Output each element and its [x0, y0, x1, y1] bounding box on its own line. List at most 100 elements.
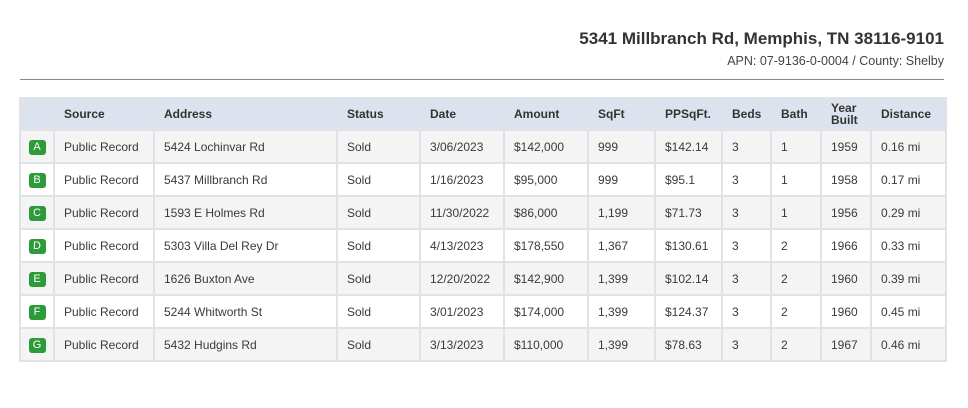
column-header-ppsqft[interactable]: PPSqFt.: [654, 97, 723, 131]
ppsqft-cell: $78.63: [654, 327, 723, 362]
marker-badge: C: [28, 205, 46, 221]
apn-county-line: APN: 07-9136-0-0004 / County: Shelby: [727, 54, 944, 68]
amount-cell: $142,000: [503, 129, 589, 164]
ppsqft-cell: $124.37: [654, 294, 723, 329]
table-row[interactable]: F Public Record 5244 Whitworth St Sold 3…: [19, 294, 947, 329]
column-header-marker: [19, 97, 55, 131]
source-cell: Public Record: [53, 261, 155, 296]
table-row[interactable]: E Public Record 1626 Buxton Ave Sold 12/…: [19, 261, 947, 296]
table-header-row: Source Address Status Date Amount SqFt P…: [19, 97, 947, 131]
date-cell: 4/13/2023: [419, 228, 505, 263]
status-cell: Sold: [336, 294, 421, 329]
distance-cell: 0.33 mi: [870, 228, 947, 263]
status-cell: Sold: [336, 228, 421, 263]
address-cell: 5424 Lochinvar Rd: [153, 129, 338, 164]
bath-cell: 2: [770, 228, 822, 263]
address-cell: 5303 Villa Del Rey Dr: [153, 228, 338, 263]
sqft-cell: 999: [587, 129, 656, 164]
distance-cell: 0.39 mi: [870, 261, 947, 296]
year-built-cell: 1959: [820, 129, 872, 164]
bath-cell: 2: [770, 294, 822, 329]
source-cell: Public Record: [53, 228, 155, 263]
sqft-cell: 1,399: [587, 327, 656, 362]
bath-cell: 2: [770, 327, 822, 362]
year-built-cell: 1956: [820, 195, 872, 230]
column-header-status[interactable]: Status: [336, 97, 421, 131]
property-header: 5341 Millbranch Rd, Memphis, TN 38116-91…: [20, 28, 944, 69]
column-header-address[interactable]: Address: [153, 97, 338, 131]
column-header-bath[interactable]: Bath: [770, 97, 822, 131]
date-cell: 3/06/2023: [419, 129, 505, 164]
address-cell: 5244 Whitworth St: [153, 294, 338, 329]
sqft-cell: 1,367: [587, 228, 656, 263]
marker-badge: G: [28, 337, 46, 353]
date-cell: 12/20/2022: [419, 261, 505, 296]
date-cell: 3/01/2023: [419, 294, 505, 329]
year-built-cell: 1966: [820, 228, 872, 263]
column-header-source[interactable]: Source: [53, 97, 155, 131]
marker-badge: B: [28, 172, 46, 188]
bath-cell: 2: [770, 261, 822, 296]
source-cell: Public Record: [53, 195, 155, 230]
subject-address: 5341 Millbranch Rd, Memphis, TN 38116-91…: [579, 29, 944, 48]
date-cell: 3/13/2023: [419, 327, 505, 362]
address-cell: 5432 Hudgins Rd: [153, 327, 338, 362]
beds-cell: 3: [721, 162, 772, 197]
address-cell: 1593 E Holmes Rd: [153, 195, 338, 230]
amount-cell: $86,000: [503, 195, 589, 230]
distance-cell: 0.46 mi: [870, 327, 947, 362]
beds-cell: 3: [721, 129, 772, 164]
table-row[interactable]: D Public Record 5303 Villa Del Rey Dr So…: [19, 228, 947, 263]
beds-cell: 3: [721, 228, 772, 263]
column-header-amount[interactable]: Amount: [503, 97, 589, 131]
ppsqft-cell: $130.61: [654, 228, 723, 263]
header-divider: [20, 79, 944, 80]
marker-badge: F: [28, 304, 46, 320]
marker-badge: A: [28, 139, 46, 155]
amount-cell: $95,000: [503, 162, 589, 197]
beds-cell: 3: [721, 327, 772, 362]
year-built-cell: 1960: [820, 261, 872, 296]
bath-cell: 1: [770, 162, 822, 197]
column-header-sqft[interactable]: SqFt: [587, 97, 656, 131]
address-cell: 1626 Buxton Ave: [153, 261, 338, 296]
beds-cell: 3: [721, 261, 772, 296]
marker-cell: G: [19, 327, 55, 362]
comparables-table: Source Address Status Date Amount SqFt P…: [19, 97, 947, 362]
date-cell: 1/16/2023: [419, 162, 505, 197]
status-cell: Sold: [336, 129, 421, 164]
column-header-distance[interactable]: Distance: [870, 97, 947, 131]
marker-cell: D: [19, 228, 55, 263]
table-row[interactable]: C Public Record 1593 E Holmes Rd Sold 11…: [19, 195, 947, 230]
amount-cell: $142,900: [503, 261, 589, 296]
status-cell: Sold: [336, 195, 421, 230]
beds-cell: 3: [721, 294, 772, 329]
table-row[interactable]: G Public Record 5432 Hudgins Rd Sold 3/1…: [19, 327, 947, 362]
address-cell: 5437 Millbranch Rd: [153, 162, 338, 197]
distance-cell: 0.16 mi: [870, 129, 947, 164]
column-header-beds[interactable]: Beds: [721, 97, 772, 131]
column-header-year-built[interactable]: Year Built: [820, 97, 872, 131]
distance-cell: 0.45 mi: [870, 294, 947, 329]
amount-cell: $178,550: [503, 228, 589, 263]
ppsqft-cell: $95.1: [654, 162, 723, 197]
sqft-cell: 999: [587, 162, 656, 197]
ppsqft-cell: $142.14: [654, 129, 723, 164]
distance-cell: 0.29 mi: [870, 195, 947, 230]
status-cell: Sold: [336, 162, 421, 197]
table-row[interactable]: B Public Record 5437 Millbranch Rd Sold …: [19, 162, 947, 197]
bath-cell: 1: [770, 195, 822, 230]
marker-cell: C: [19, 195, 55, 230]
marker-cell: F: [19, 294, 55, 329]
status-cell: Sold: [336, 261, 421, 296]
bath-cell: 1: [770, 129, 822, 164]
marker-badge: D: [28, 238, 46, 254]
table-row[interactable]: A Public Record 5424 Lochinvar Rd Sold 3…: [19, 129, 947, 164]
marker-cell: B: [19, 162, 55, 197]
beds-cell: 3: [721, 195, 772, 230]
ppsqft-cell: $102.14: [654, 261, 723, 296]
year-built-cell: 1967: [820, 327, 872, 362]
column-header-date[interactable]: Date: [419, 97, 505, 131]
source-cell: Public Record: [53, 129, 155, 164]
sqft-cell: 1,399: [587, 294, 656, 329]
